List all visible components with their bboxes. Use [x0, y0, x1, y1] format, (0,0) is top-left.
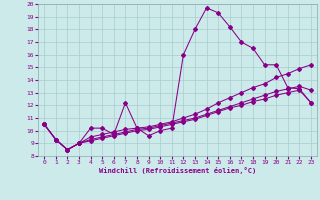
X-axis label: Windchill (Refroidissement éolien,°C): Windchill (Refroidissement éolien,°C)	[99, 167, 256, 174]
